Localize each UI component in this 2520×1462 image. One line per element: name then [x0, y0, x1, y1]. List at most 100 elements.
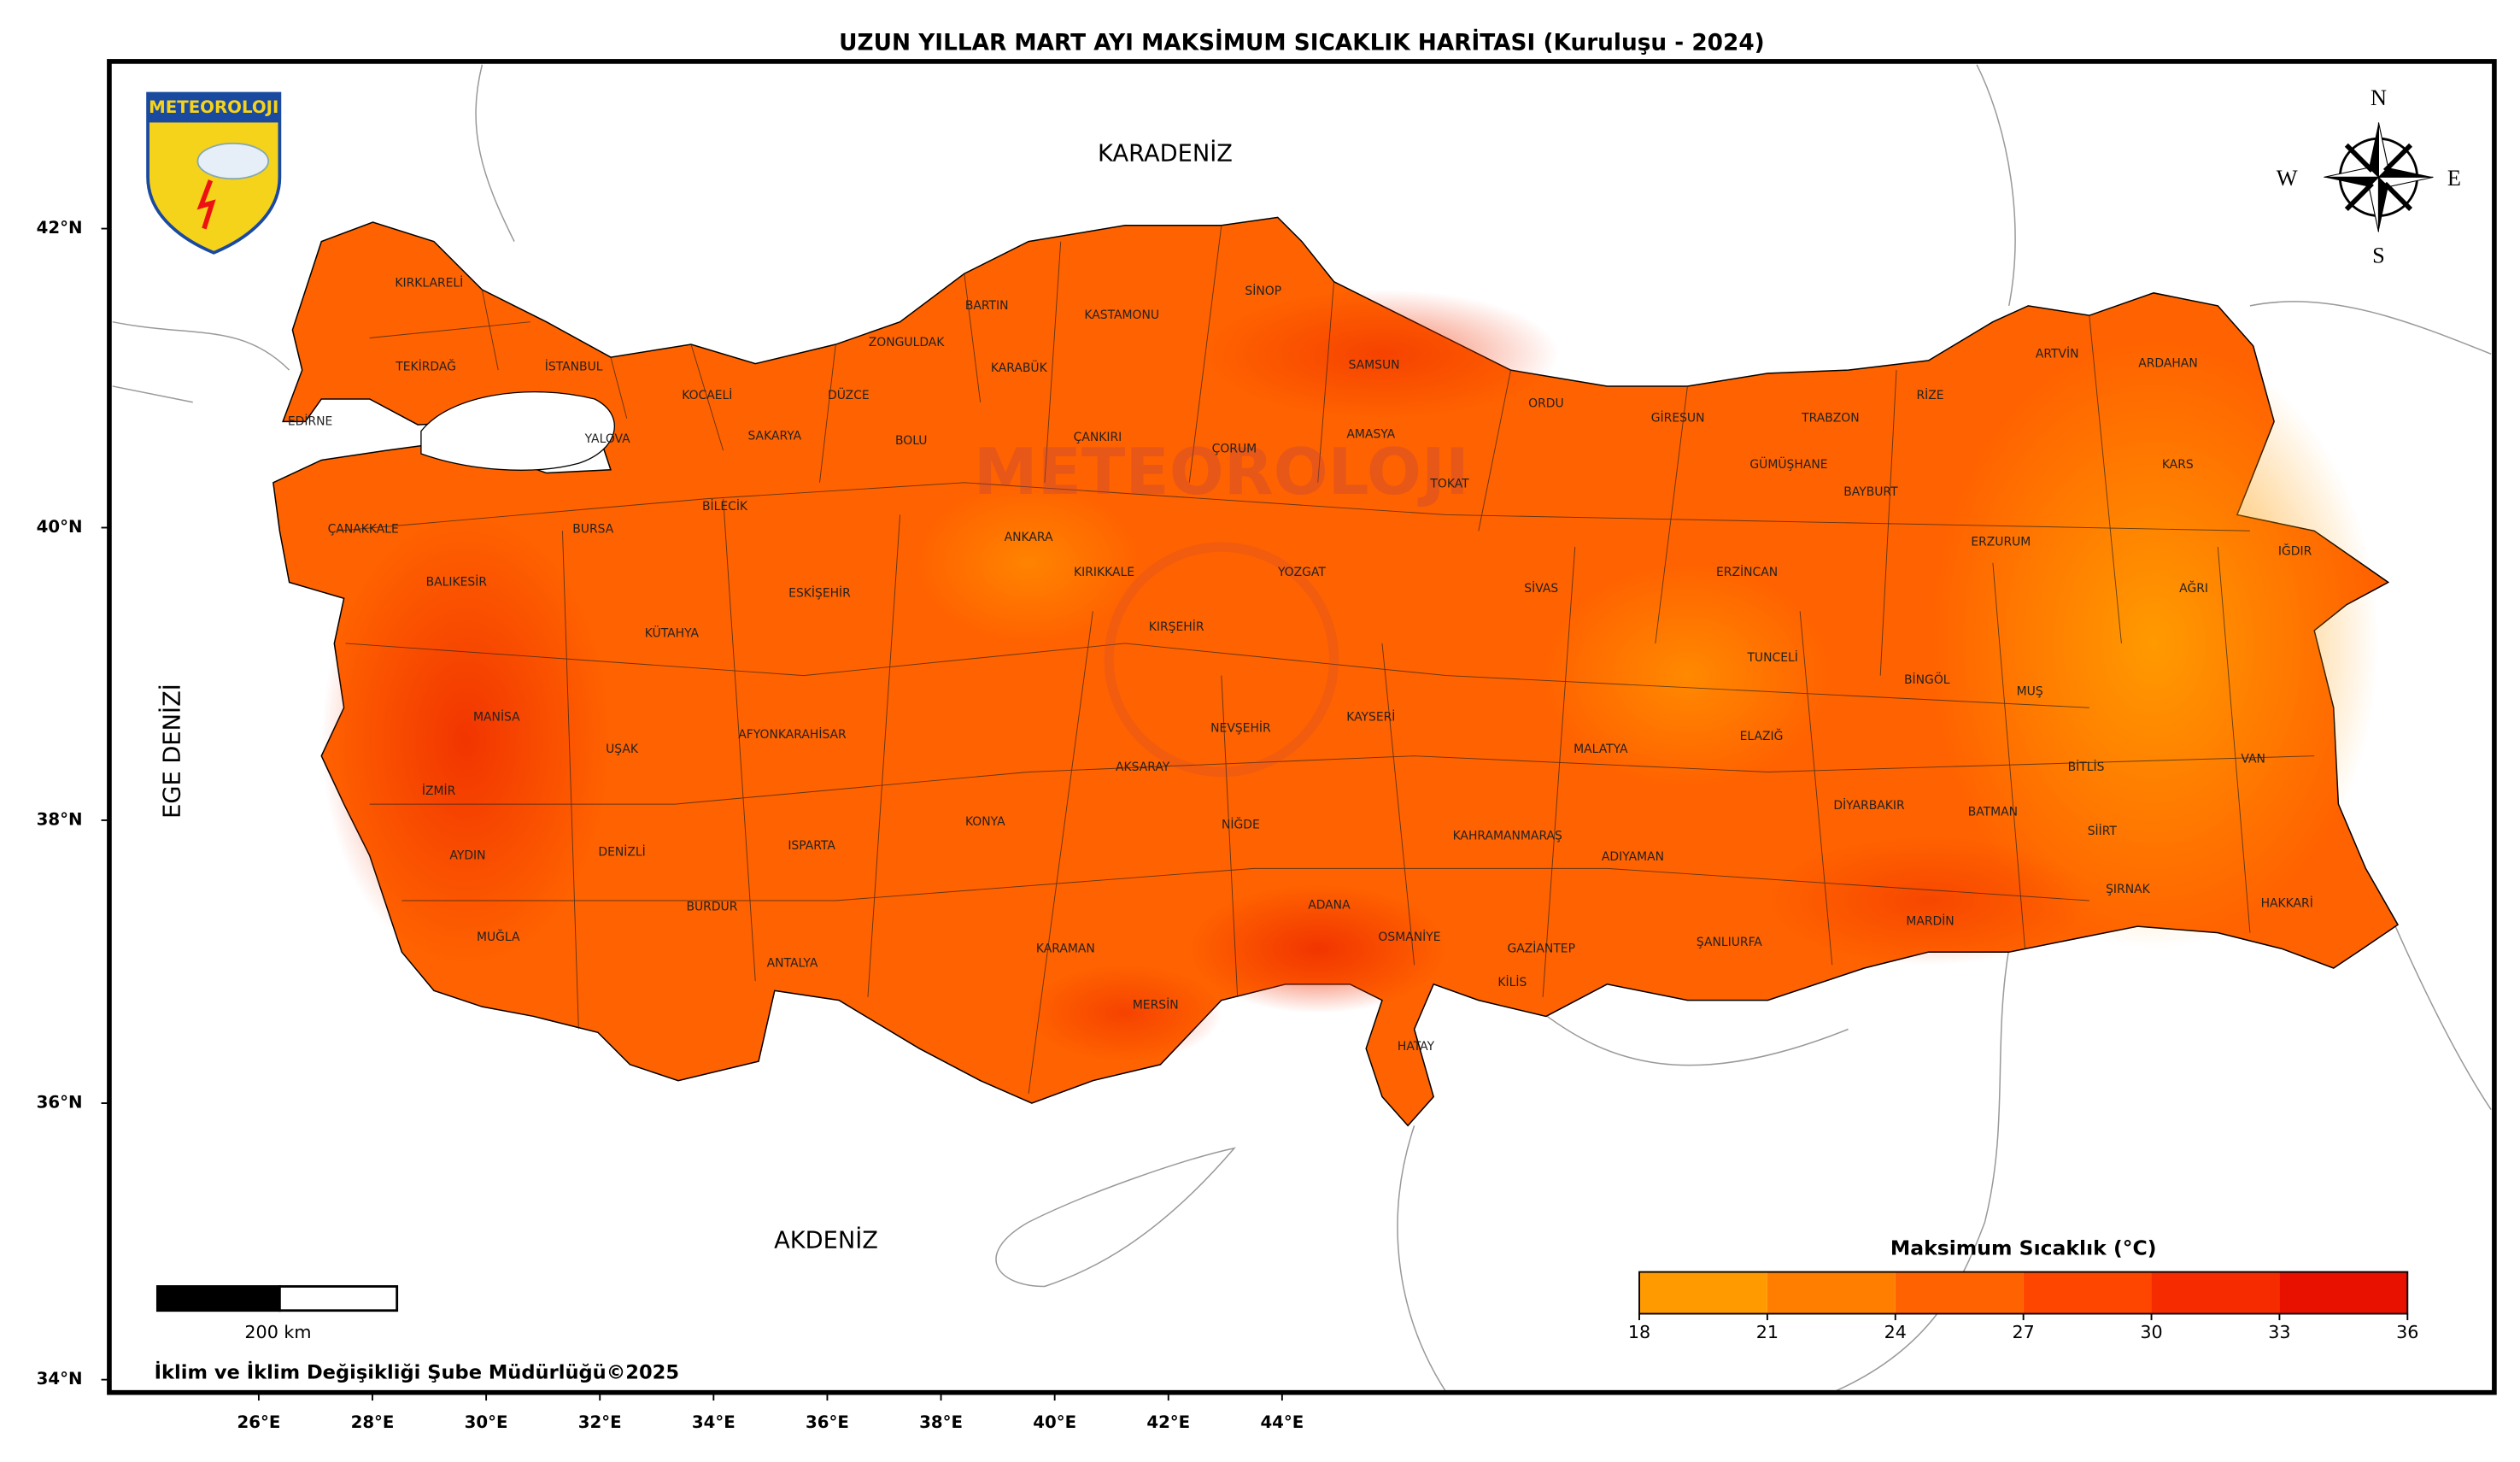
- lat-label: 40°N: [37, 517, 83, 537]
- logo-cloud: [196, 142, 270, 180]
- province-label: AFYONKARAHİSAR: [738, 726, 847, 742]
- province-label: DİYARBAKIR: [1833, 797, 1905, 813]
- compass-diagonals: [2344, 143, 2413, 211]
- province-label: EDİRNE: [288, 413, 332, 428]
- hot-zone: [1205, 290, 1559, 419]
- province-label: BAYBURT: [1843, 485, 1898, 499]
- legend-tick-label: 18: [1628, 1322, 1650, 1342]
- province-label: SAKARYA: [747, 429, 801, 443]
- province-label: MALATYA: [1574, 743, 1628, 756]
- logo-text: METEOROLOJI: [149, 97, 278, 117]
- lon-label: 34°E: [692, 1412, 735, 1432]
- province-label: SAMSUN: [1349, 358, 1400, 372]
- province-label: ORDU: [1528, 397, 1564, 411]
- scale-bar-black: [155, 1285, 281, 1312]
- province-label: HAKKARİ: [2261, 895, 2313, 911]
- map-title: UZUN YILLAR MART AYI MAKSİMUM SICAKLIK H…: [839, 29, 1765, 56]
- province-label: BALIKESİR: [426, 573, 488, 589]
- province-label: KIRKLARELİ: [395, 275, 463, 291]
- province-label: BİNGÖL: [1904, 672, 1950, 687]
- compass-letter: W: [2277, 166, 2298, 191]
- compass-letter: N: [2371, 85, 2387, 110]
- axis-labels: 42°N 40°N 38°N 36°N 34°N 26°E 28°E 30°E 32°E 34°E…: [37, 218, 1304, 1432]
- legend-swatch: [2279, 1271, 2408, 1314]
- province-label: DÜZCE: [828, 387, 870, 402]
- province-label: BİTLİS: [2068, 759, 2105, 774]
- credit: İklim ve İklim Değişikliği Şube Müdürlüğ…: [155, 1360, 679, 1384]
- province-label: BOLU: [895, 434, 927, 448]
- lon-label: 40°E: [1033, 1412, 1076, 1432]
- province-label: ÇORUM: [1212, 442, 1257, 455]
- lat-label: 42°N: [37, 218, 83, 238]
- lon-label: 30°E: [465, 1412, 508, 1432]
- sea-label: AKDENİZ: [774, 1226, 878, 1254]
- province-label: IĞDIR: [2278, 543, 2312, 559]
- province-label: ŞANLIURFA: [1697, 936, 1762, 949]
- legend-title: Maksimum Sıcaklık (°C): [1890, 1236, 2157, 1260]
- compass: N E S W: [2277, 85, 2461, 267]
- province-label: BURSA: [572, 522, 613, 536]
- province-label: MARDİN: [1906, 913, 1954, 928]
- compass-letter: S: [2372, 243, 2385, 267]
- province-borders: [337, 225, 2315, 1094]
- legend-tick-label: 21: [1756, 1322, 1779, 1342]
- logo: METEOROLOJI: [146, 91, 282, 255]
- province-label: GİRESUN: [1651, 410, 1705, 426]
- province-label: KİLİS: [1497, 974, 1527, 989]
- lon-label: 28°E: [351, 1412, 395, 1432]
- legend-swatch: [2023, 1271, 2152, 1314]
- legend-tick-label: 30: [2140, 1322, 2162, 1342]
- province-label: İZMİR: [422, 783, 456, 798]
- scale-bar-white: [278, 1285, 399, 1312]
- scale-bar-label: 200 km: [244, 1322, 311, 1342]
- lat-label: 34°N: [37, 1369, 83, 1389]
- legend: 18 21 24 27 30 33 36: [1628, 1271, 2418, 1342]
- lon-label: 42°E: [1146, 1412, 1190, 1432]
- province-label: VAN: [2241, 752, 2265, 766]
- sea-label: EGE DENİZİ: [159, 684, 186, 819]
- province-label: ANTALYA: [767, 956, 818, 970]
- province-label: MERSİN: [1133, 996, 1179, 1012]
- province-label: BARTIN: [965, 299, 1009, 313]
- province-label: ANKARA: [1005, 531, 1053, 544]
- cool-zone: [916, 482, 1141, 643]
- province-label: MUŞ: [2017, 684, 2043, 698]
- province-label: OSMANİYE: [1378, 929, 1440, 944]
- legend-tick-label: 33: [2268, 1322, 2290, 1342]
- legend-swatch: [1639, 1271, 1767, 1314]
- province-label: KAYSERİ: [1346, 709, 1395, 725]
- province-label: ISPARTA: [788, 839, 835, 853]
- cool-zone: [1928, 338, 2379, 949]
- lon-label: 32°E: [578, 1412, 622, 1432]
- province-label: YOZGAT: [1277, 566, 1326, 579]
- province-label: ADANA: [1308, 899, 1351, 913]
- province-label: ERZİNCAN: [1716, 564, 1778, 579]
- province-label: YALOVA: [584, 432, 631, 446]
- province-label: KARABÜK: [991, 360, 1048, 375]
- province-label: KARS: [2162, 458, 2194, 472]
- legend-tick-label: 27: [2012, 1322, 2034, 1342]
- province-label: ESKİŞEHİR: [788, 585, 851, 601]
- province-label: AĞRI: [2179, 580, 2208, 596]
- hot-zone: [1767, 836, 2089, 966]
- watermark: METEOROLOJI: [974, 434, 1469, 509]
- province-label: BATMAN: [1968, 806, 2018, 819]
- province-label: TEKİRDAĞ: [395, 358, 456, 373]
- province-label: KÜTAHYA: [645, 625, 700, 641]
- lon-label: 38°E: [919, 1412, 963, 1432]
- legend-tick-label: 24: [1884, 1322, 1907, 1342]
- province-label: SİVAS: [1524, 580, 1558, 596]
- province-label: KONYA: [965, 815, 1005, 829]
- legend-tick-label: 36: [2396, 1322, 2418, 1342]
- province-label: RİZE: [1916, 387, 1943, 402]
- logo-band: [148, 93, 280, 123]
- lon-label: 36°E: [806, 1412, 849, 1432]
- province-label: SİNOP: [1245, 283, 1281, 298]
- province-label: ADIYAMAN: [1602, 850, 1664, 864]
- province-label: ERZURUM: [1971, 535, 2031, 549]
- compass-letter: E: [2447, 166, 2461, 191]
- province-label: İSTANBUL: [545, 358, 603, 373]
- marmara-sea: [420, 391, 615, 471]
- province-label: UŞAK: [606, 743, 639, 756]
